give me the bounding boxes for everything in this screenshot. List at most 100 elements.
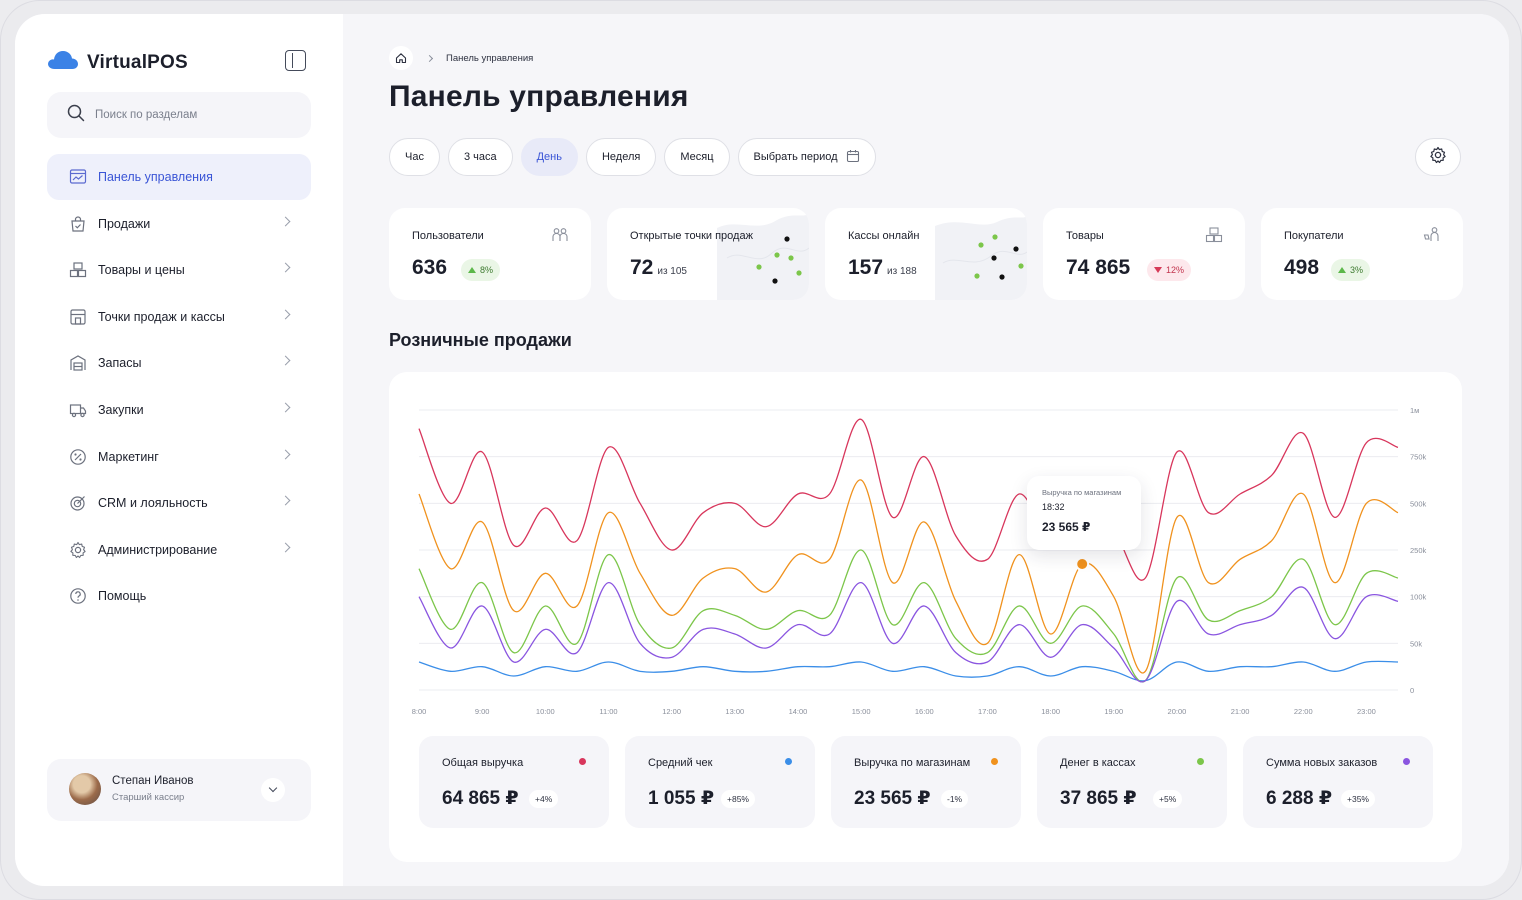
kpi-change: 12% bbox=[1166, 265, 1185, 275]
sidebar-item-help[interactable]: Помощь bbox=[47, 573, 311, 619]
app-window: VirtualPOS Панель управления Продажи Тов… bbox=[15, 14, 1509, 886]
kpi-online-registers[interactable]: Кассы онлайн 157 из 188 bbox=[825, 208, 1027, 300]
chevron-right-icon bbox=[280, 449, 291, 460]
map-icon bbox=[935, 216, 1027, 300]
stat-new-orders[interactable]: Сумма новых заказов 6 288 ₽ +35% bbox=[1243, 736, 1433, 828]
arrow-up-icon bbox=[1338, 267, 1346, 273]
stat-value: 64 865 ₽ bbox=[442, 788, 519, 809]
sidebar-item-dashboard[interactable]: Панель управления bbox=[47, 154, 311, 200]
period-day-button[interactable]: День bbox=[520, 138, 578, 176]
series-line bbox=[418, 582, 1399, 683]
stat-title: Выручка по магазинам bbox=[854, 757, 971, 769]
sidebar-item-stores[interactable]: Точки продаж и кассы bbox=[47, 294, 311, 340]
stat-change: -1% bbox=[941, 790, 969, 808]
sales-chart-card: 0 50k 100k 250k 500k 750k 1м 8:00 9:00 10:00 11:00… bbox=[389, 372, 1462, 862]
sidebar-item-stock[interactable]: Запасы bbox=[47, 340, 311, 386]
avatar bbox=[69, 773, 101, 805]
stat-value: 37 865 ₽ bbox=[1060, 788, 1137, 809]
sidebar-item-products[interactable]: Товары и цены bbox=[47, 247, 311, 293]
shopping-bag-icon bbox=[69, 215, 87, 233]
x-tick-label: 22:00 bbox=[1294, 707, 1313, 716]
tooltip-time: 18:32 bbox=[1042, 502, 1065, 512]
kpi-products[interactable]: Товары 74 865 12% bbox=[1043, 208, 1245, 300]
series-color-dot bbox=[1197, 758, 1204, 765]
chevron-right-icon bbox=[280, 355, 291, 366]
kpi-title: Покупатели bbox=[1284, 230, 1344, 242]
period-3h-button[interactable]: 3 часа bbox=[447, 138, 513, 176]
stat-cash-in-registers[interactable]: Денег в кассах 37 865 ₽ +5% bbox=[1037, 736, 1227, 828]
y-tick-label: 250k bbox=[1410, 546, 1427, 555]
series-color-dot bbox=[785, 758, 792, 765]
stat-change: +5% bbox=[1153, 790, 1183, 808]
kpi-change-badge: 8% bbox=[461, 259, 501, 281]
arrow-up-icon bbox=[468, 267, 476, 273]
user-role: Старший кассир bbox=[112, 792, 185, 803]
sales-line-chart[interactable]: 0 50k 100k 250k 500k 750k 1м 8:00 9:00 10:00 11:00… bbox=[389, 372, 1462, 722]
kpi-change-badge: 12% bbox=[1147, 259, 1192, 281]
period-hour-button[interactable]: Час bbox=[389, 138, 440, 176]
sidebar-item-admin[interactable]: Администрирование bbox=[47, 527, 311, 573]
y-tick-label: 100k bbox=[1410, 593, 1427, 602]
series-color-dot bbox=[991, 758, 998, 765]
kpi-title: Кассы онлайн bbox=[848, 230, 920, 242]
section-title: Розничные продажи bbox=[389, 330, 572, 350]
x-tick-label: 11:00 bbox=[599, 707, 617, 716]
kpi-users[interactable]: Пользователи 636 8% bbox=[389, 208, 591, 300]
sidebar-item-label: Точки продаж и кассы bbox=[98, 309, 225, 324]
stat-store-revenue[interactable]: Выручка по магазинам 23 565 ₽ -1% bbox=[831, 736, 1021, 828]
user-profile[interactable]: Степан Иванов Старший кассир bbox=[47, 759, 311, 821]
sidebar-item-purchases[interactable]: Закупки bbox=[47, 387, 311, 433]
y-tick-label: 0 bbox=[1410, 686, 1414, 695]
period-month-button[interactable]: Месяц bbox=[664, 138, 730, 176]
period-week-button[interactable]: Неделя bbox=[585, 138, 657, 176]
sidebar-item-sales[interactable]: Продажи bbox=[47, 201, 311, 247]
app-name: VirtualPOS bbox=[87, 51, 188, 73]
x-tick-label: 16:00 bbox=[915, 707, 934, 716]
sidebar-item-crm[interactable]: CRM и лояльность bbox=[47, 480, 311, 526]
stat-average-check[interactable]: Средний чек 1 055 ₽ +85% bbox=[625, 736, 815, 828]
x-tick-label: 14:00 bbox=[789, 707, 808, 716]
sidebar-search[interactable] bbox=[47, 92, 311, 138]
breadcrumb-current[interactable]: Панель управления bbox=[446, 52, 534, 64]
kpi-value: 636 bbox=[412, 256, 448, 279]
sidebar-item-label: Закупки bbox=[98, 402, 144, 417]
chevron-right-icon bbox=[280, 495, 291, 506]
series-line bbox=[418, 479, 1399, 674]
sidebar-nav: Панель управления Продажи Товары и цены … bbox=[47, 154, 311, 620]
summary-stats: Общая выручка 64 865 ₽ +4% Средний чек 1… bbox=[419, 736, 1433, 828]
sidebar-item-label: CRM и лояльность bbox=[98, 496, 208, 511]
period-selector: Час 3 часа День Неделя Месяц Выбрать пер… bbox=[389, 138, 876, 176]
kpi-open-stores[interactable]: Открытые точки продаж 72 из 105 bbox=[607, 208, 809, 300]
series-line bbox=[418, 549, 1399, 683]
sidebar-search-input[interactable] bbox=[95, 109, 285, 121]
stat-title: Средний чек bbox=[648, 757, 713, 769]
x-tick-label: 10:00 bbox=[536, 707, 555, 716]
series-line bbox=[418, 418, 1399, 581]
truck-icon bbox=[69, 401, 87, 419]
kpi-suffix: из 188 bbox=[887, 266, 917, 277]
stat-change: +4% bbox=[529, 790, 559, 808]
sidebar-item-label: Продажи bbox=[98, 216, 151, 231]
dashboard-settings-button[interactable] bbox=[1415, 138, 1461, 176]
y-tick-label: 500k bbox=[1410, 499, 1427, 508]
tooltip-title: Выручка по магазинам bbox=[1042, 488, 1122, 497]
kpi-suffix: из 105 bbox=[657, 266, 687, 277]
stat-value: 1 055 ₽ bbox=[648, 788, 715, 809]
tooltip-value: 23 565 ₽ bbox=[1042, 520, 1091, 534]
stat-change: +85% bbox=[721, 790, 755, 808]
stat-total-revenue[interactable]: Общая выручка 64 865 ₽ +4% bbox=[419, 736, 609, 828]
logo[interactable]: VirtualPOS bbox=[47, 50, 188, 75]
kpi-title: Открытые точки продаж bbox=[630, 230, 753, 242]
chevron-right-icon bbox=[280, 216, 291, 227]
series-line bbox=[418, 660, 1399, 682]
x-tick-label: 19:00 bbox=[1104, 707, 1123, 716]
gear-icon bbox=[1429, 146, 1447, 169]
home-icon[interactable] bbox=[389, 46, 413, 70]
collapse-sidebar-button[interactable] bbox=[285, 50, 306, 71]
chevron-down-icon[interactable] bbox=[261, 778, 285, 802]
custom-period-button[interactable]: Выбрать период bbox=[737, 138, 876, 176]
users-icon bbox=[551, 226, 569, 249]
sidebar-item-marketing[interactable]: Маркетинг bbox=[47, 434, 311, 480]
kpi-buyers[interactable]: Покупатели 498 3% bbox=[1261, 208, 1463, 300]
x-tick-label: 15:00 bbox=[852, 707, 871, 716]
